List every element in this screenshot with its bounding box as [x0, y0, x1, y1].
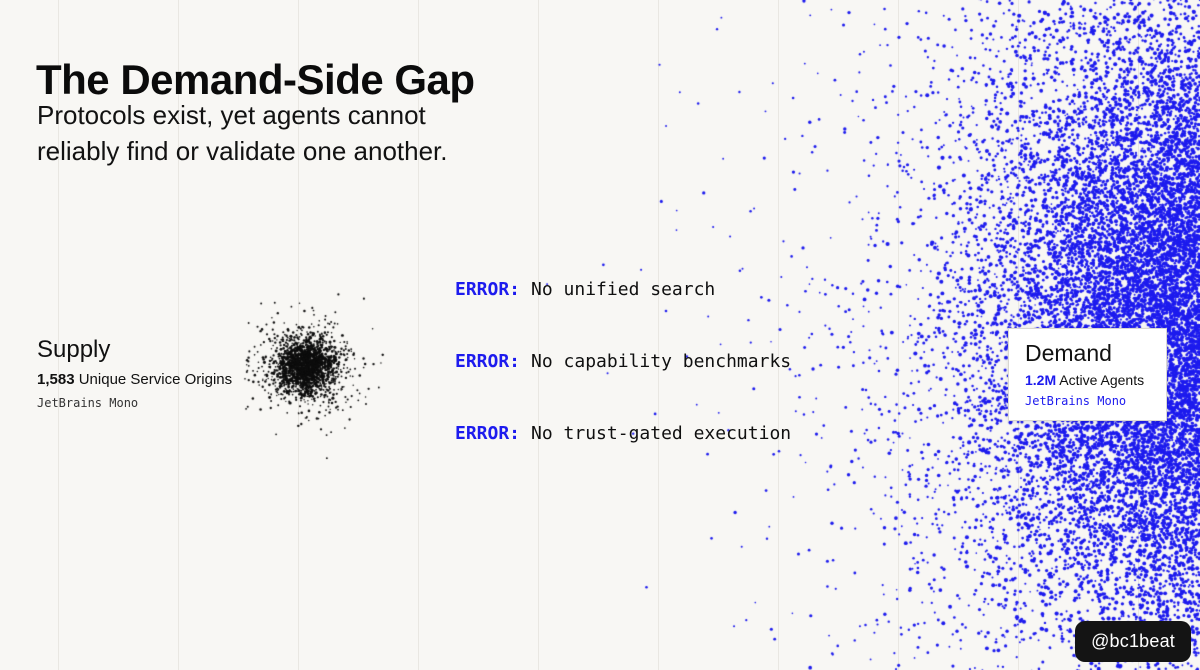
demand-label: Demand [1025, 340, 1112, 366]
error-list: ERROR: No unified search ERROR: No capabil… [455, 279, 791, 444]
error-prefix: ERROR: [455, 351, 521, 372]
page-title: The Demand-Side Gap [36, 56, 475, 104]
demand-font-note: JetBrains Mono [1025, 394, 1127, 408]
error-prefix: ERROR: [455, 279, 521, 300]
supply-stat-value: 1,583 [37, 371, 75, 388]
error-row: ERROR: No unified search [455, 279, 791, 300]
error-message: No unified search [531, 279, 716, 300]
error-prefix: ERROR: [455, 423, 521, 444]
demand-label-card: Demand 1.2M Active Agents JetBrains Mono [1008, 328, 1167, 421]
demand-stat-value: 1.2M [1025, 372, 1057, 388]
supply-label-block: Supply 1,583 Unique Service Origins JetB… [37, 336, 232, 410]
supply-stat: 1,583 Unique Service Origins [37, 371, 232, 388]
demand-stat-label: Active Agents [1059, 372, 1145, 388]
supply-stat-label: Unique Service Origins [78, 371, 233, 388]
supply-label: Supply [37, 336, 111, 363]
error-row: ERROR: No trust-gated execution [455, 423, 791, 444]
author-watermark-badge: @bc1beat [1075, 621, 1191, 662]
demand-stat: 1.2M Active Agents [1025, 372, 1150, 388]
error-row: ERROR: No capability benchmarks [455, 351, 791, 372]
page-subtitle: Protocols exist, yet agents cannot relia… [37, 100, 448, 166]
supply-font-note: JetBrains Mono [37, 396, 139, 410]
error-message: No capability benchmarks [531, 351, 792, 372]
error-message: No trust-gated execution [531, 423, 792, 444]
